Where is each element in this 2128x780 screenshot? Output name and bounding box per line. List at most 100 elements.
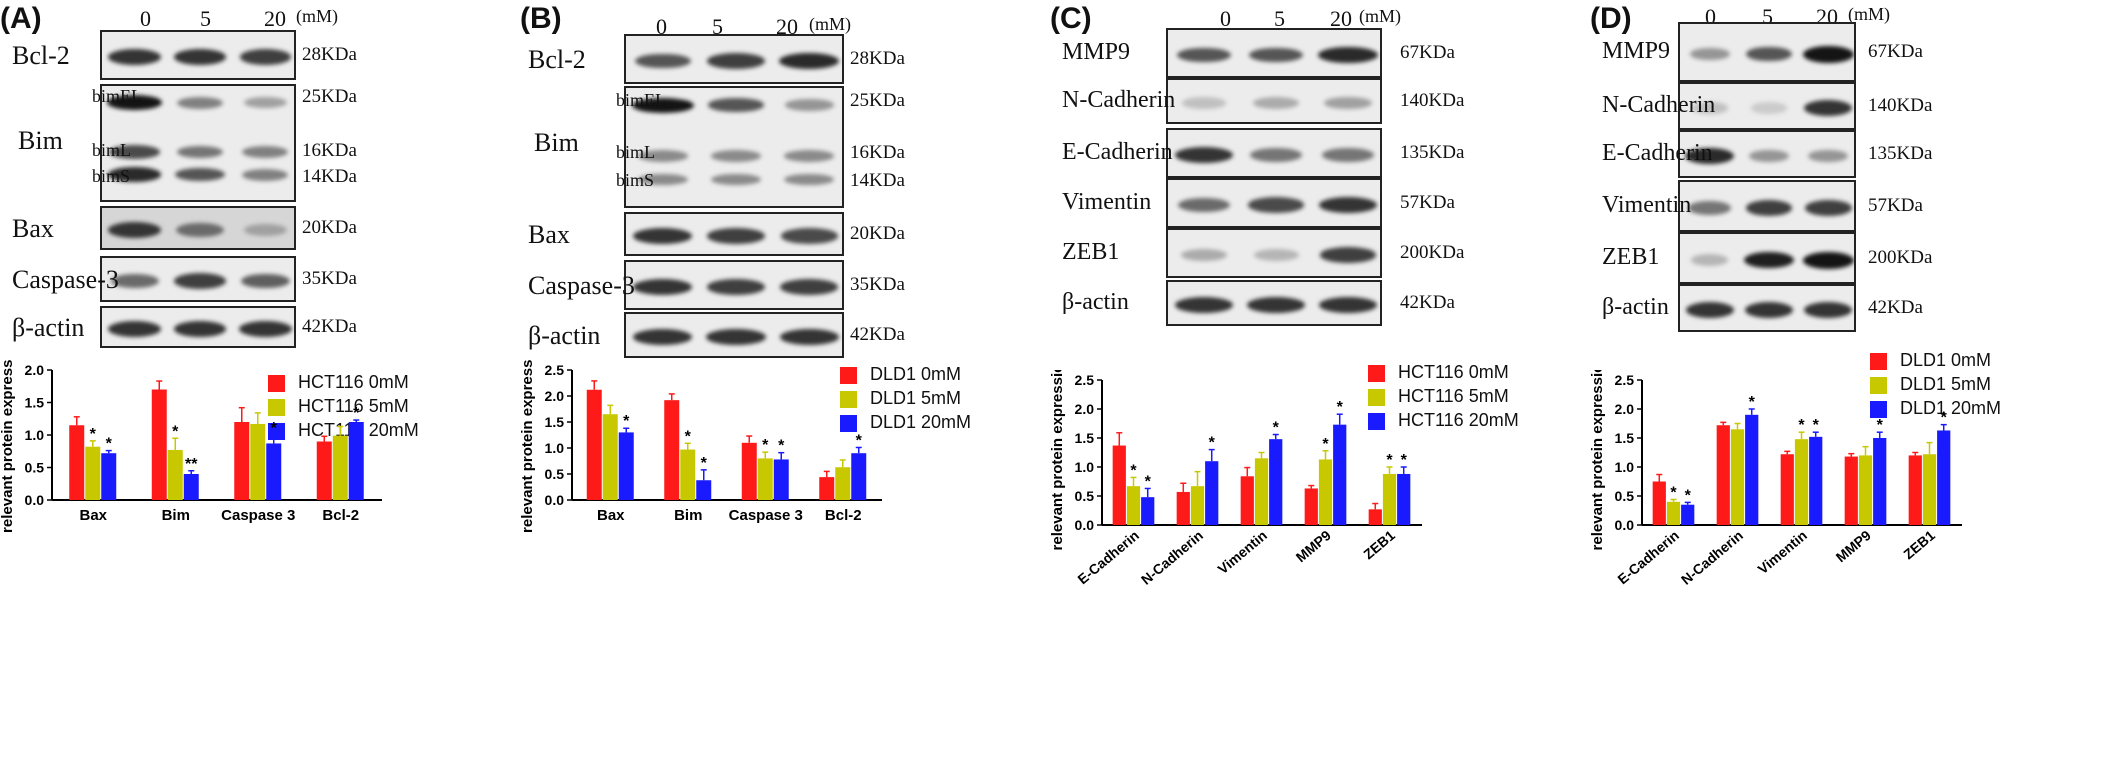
significance-marker: * <box>778 438 785 455</box>
concentration-label: (mM) <box>1848 4 1890 24</box>
molecular-weight-label: 16KDa <box>850 142 905 163</box>
y-tick-label: 2.0 <box>25 362 45 378</box>
bar <box>1112 445 1126 525</box>
molecular-weight-label: 14KDa <box>850 170 905 191</box>
protein-band <box>633 228 693 244</box>
band-label: bimL <box>616 142 655 162</box>
protein-band <box>1745 302 1793 318</box>
bar <box>1730 429 1745 525</box>
molecular-weight-label: 28KDa <box>302 44 357 65</box>
protein-band <box>1804 100 1853 116</box>
protein-band <box>1749 149 1789 163</box>
bar <box>348 422 364 500</box>
concentration-label: 0 <box>656 14 667 39</box>
y-tick-label: 2.5 <box>1615 372 1635 388</box>
y-tick-label: 1.5 <box>1075 430 1095 446</box>
molecular-weight-label: 25KDa <box>302 86 357 107</box>
bar <box>1716 425 1730 525</box>
blot-mmp9 <box>1678 22 1856 82</box>
molecular-weight-label: 42KDa <box>1868 297 1923 318</box>
significance-marker: * <box>856 432 863 449</box>
protein-band <box>1252 96 1300 110</box>
row-label: N-Cadherin <box>1062 87 1176 113</box>
x-tick-label: E-Cadherin <box>1614 527 1681 587</box>
legend-label: HCT116 20mM <box>1398 410 1519 430</box>
y-axis-label: relevant protein expression <box>1050 370 1066 550</box>
legend-label: HCT116 5mM <box>1398 386 1509 406</box>
bar <box>332 435 348 500</box>
blot-bax <box>100 206 296 250</box>
significance-marker: * <box>1386 452 1393 469</box>
bar <box>741 442 757 500</box>
molecular-weight-label: 42KDa <box>302 316 357 337</box>
blot-n-cadherin <box>1678 82 1856 130</box>
panel-d: (D) 0 5 20 (mM) MMP9 67KDa N-Cadherin 140KDa E-Ca… <box>1590 0 2128 780</box>
band-label: bimS <box>92 166 131 186</box>
x-tick-label: Vimentin <box>1755 527 1810 577</box>
row-label: Bim <box>18 126 63 155</box>
molecular-weight-label: 135KDa <box>1868 143 1933 164</box>
significance-marker: * <box>1749 394 1756 411</box>
blot-bcl-2 <box>624 34 844 84</box>
protein-band <box>1322 148 1374 162</box>
protein-band <box>780 279 839 295</box>
protein-band <box>243 96 287 109</box>
protein-band <box>779 52 840 70</box>
significance-marker: * <box>1401 452 1408 469</box>
panel-b: (B) 0 5 20 (mM) Bcl-2 28KDa Bim bimEL bimL bimS 25K… <box>520 0 1040 780</box>
y-tick-label: 1.5 <box>545 414 565 430</box>
protein-band <box>1175 147 1233 163</box>
bar-chart: relevant protein expression 0.0 0.5 1.0 1.5 2… <box>520 360 882 533</box>
protein-band <box>1804 200 1852 216</box>
protein-band <box>1803 45 1854 63</box>
x-tick-label: Bax <box>79 507 107 524</box>
panel-label: (C) <box>1050 2 1092 35</box>
protein-band <box>710 150 762 163</box>
protein-band <box>239 49 292 65</box>
protein-band <box>1685 147 1734 165</box>
y-tick-label: 2.0 <box>1615 401 1635 417</box>
concentration-label: 20 <box>264 6 286 31</box>
protein-band <box>109 145 160 159</box>
protein-band <box>106 95 163 111</box>
row-label: Vimentin <box>1062 189 1152 215</box>
row-label: Bax <box>12 214 54 243</box>
y-tick-label: 0.5 <box>25 460 45 476</box>
bar <box>316 441 332 500</box>
protein-band <box>1751 102 1787 114</box>
bar <box>1666 501 1681 525</box>
y-tick-label: 1.5 <box>25 395 45 411</box>
protein-band <box>108 321 161 337</box>
bar <box>1382 473 1397 525</box>
blot-bim <box>624 86 844 208</box>
bar <box>1780 454 1794 525</box>
x-tick-label: Vimentin <box>1215 527 1270 577</box>
bar <box>1681 504 1695 525</box>
bar <box>1254 458 1269 525</box>
bar <box>167 449 183 500</box>
blot--actin <box>100 306 296 348</box>
bar <box>1176 491 1190 525</box>
blot--actin <box>624 312 844 358</box>
y-tick-label: 0.0 <box>25 492 45 508</box>
molecular-weight-label: 140KDa <box>1400 90 1465 111</box>
legend-swatch <box>1368 389 1385 406</box>
protein-band <box>1688 201 1731 215</box>
concentration-label: 5 <box>712 14 723 39</box>
blot-mmp9 <box>1166 28 1382 78</box>
protein-band <box>110 273 159 289</box>
protein-band <box>107 167 162 182</box>
legend-label: DLD1 5mM <box>1900 374 1992 394</box>
y-tick-label: 2.5 <box>1075 372 1095 388</box>
protein-band <box>1744 251 1794 269</box>
concentration-label: (mM) <box>296 6 338 26</box>
protein-band <box>637 150 688 163</box>
bar <box>1190 486 1205 525</box>
bar <box>696 480 712 500</box>
legend-swatch <box>1368 365 1385 382</box>
molecular-weight-label: 35KDa <box>302 268 357 289</box>
protein-band <box>1177 197 1231 213</box>
protein-band <box>631 97 694 113</box>
concentration-label: (mM) <box>809 14 851 34</box>
bar <box>757 458 773 500</box>
